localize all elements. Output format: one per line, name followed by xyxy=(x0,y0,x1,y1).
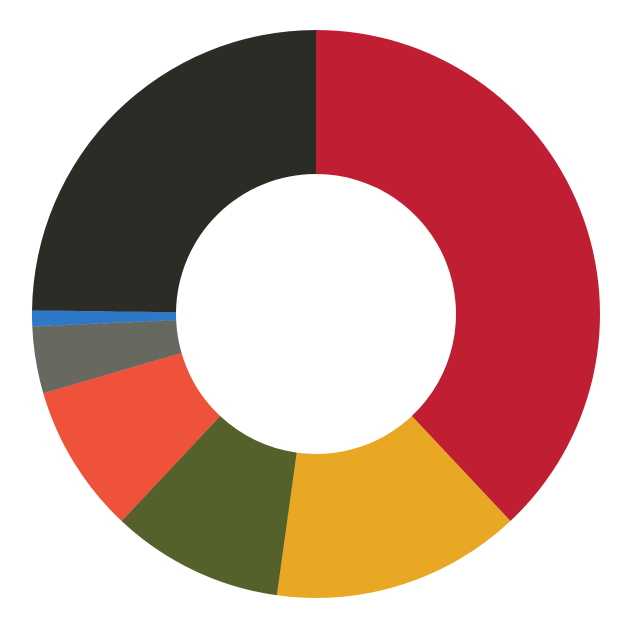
donut-slice-5 xyxy=(32,320,182,394)
donut-slice-1 xyxy=(316,30,600,522)
donut-slice-6 xyxy=(31,310,177,327)
donut-slice-3 xyxy=(121,416,297,596)
donut-slice-2 xyxy=(276,416,511,598)
donut-slice-7 xyxy=(32,30,316,313)
donut-slice-4 xyxy=(43,353,221,522)
